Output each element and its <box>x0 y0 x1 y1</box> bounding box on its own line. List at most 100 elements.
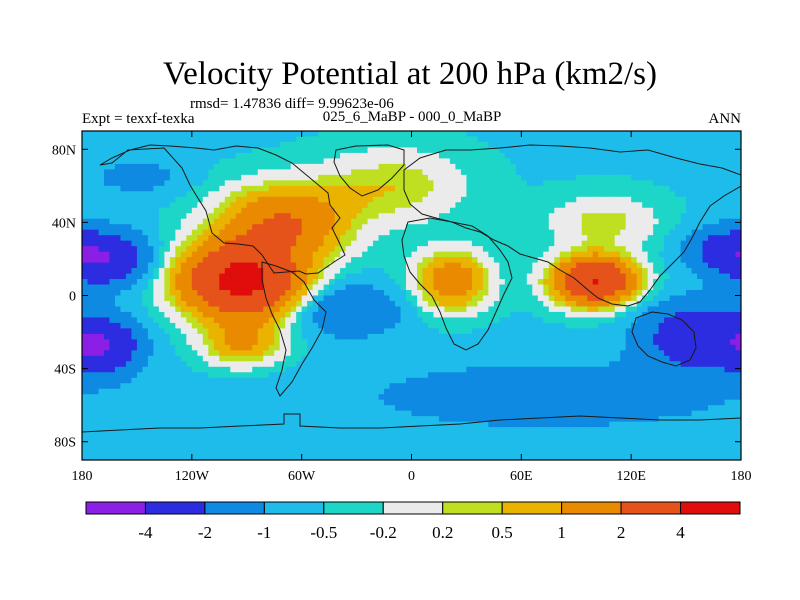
contour-cell <box>433 147 440 154</box>
contour-cell <box>455 196 462 203</box>
contour-cell <box>521 152 528 160</box>
contour-cell <box>554 240 561 247</box>
contour-cell <box>449 141 457 149</box>
contour-cell <box>285 317 292 324</box>
contour-cell <box>158 306 165 313</box>
contour-cell <box>92 185 100 192</box>
contour-cell <box>235 185 242 192</box>
contour-cell <box>587 163 594 170</box>
contour-cell <box>581 196 588 203</box>
contour-cell <box>460 202 468 209</box>
contour-cell <box>334 339 341 346</box>
contour-cell <box>384 169 391 176</box>
contour-cell <box>559 141 566 149</box>
contour-cell <box>103 235 111 242</box>
contour-cell <box>340 224 347 231</box>
contour-cell <box>92 339 100 346</box>
contour-cell <box>378 235 385 242</box>
contour-cell <box>389 218 396 225</box>
contour-cell <box>515 279 522 286</box>
contour-cell <box>180 344 187 351</box>
contour-cell <box>438 262 446 269</box>
contour-cell <box>537 300 544 308</box>
contour-cell <box>614 284 621 291</box>
contour-cell <box>147 350 154 357</box>
contour-cell <box>389 196 396 203</box>
contour-cell <box>274 350 281 357</box>
contour-cell <box>279 185 286 192</box>
contour-cell <box>169 300 176 308</box>
contour-cell <box>191 251 198 258</box>
contour-cell <box>285 339 292 346</box>
contour-cell <box>499 207 506 214</box>
contour-cell <box>400 339 407 346</box>
contour-cell <box>351 246 358 253</box>
contour-cell <box>504 147 511 154</box>
contour-cell <box>109 141 116 149</box>
contour-cell <box>147 152 154 160</box>
contour-cell <box>103 268 111 275</box>
contour-cell <box>241 240 248 247</box>
contour-cell <box>241 218 248 225</box>
contour-cell <box>559 235 566 242</box>
contour-cell <box>691 344 698 351</box>
contour-cell <box>554 158 561 165</box>
contour-cell <box>526 295 533 302</box>
contour-cell <box>257 147 264 154</box>
contour-cell <box>92 180 100 187</box>
contour-cell <box>499 328 506 335</box>
contour-cell <box>532 152 539 160</box>
contour-cell <box>82 350 89 357</box>
contour-cell <box>395 152 402 160</box>
contour-cell <box>142 300 149 308</box>
contour-cell <box>82 240 89 247</box>
contour-cell <box>515 295 522 302</box>
contour-cell <box>98 311 105 319</box>
contour-cell <box>493 191 500 198</box>
contour-cell <box>378 328 385 335</box>
contour-cell <box>208 180 215 187</box>
contour-cell <box>378 339 385 346</box>
contour-cell <box>356 295 363 302</box>
contour-cell <box>246 322 253 329</box>
contour-cell <box>708 300 715 308</box>
contour-cell <box>82 268 89 275</box>
contour-cell <box>219 246 226 253</box>
contour-cell <box>82 180 89 187</box>
contour-cell <box>312 191 319 198</box>
contour-cell <box>466 163 473 170</box>
contour-cell <box>576 344 583 351</box>
contour-cell <box>285 273 292 280</box>
contour-cell <box>422 202 429 209</box>
contour-cell <box>92 300 100 308</box>
contour-cell <box>351 224 358 231</box>
contour-cell <box>438 207 446 214</box>
contour-cell <box>186 147 193 154</box>
contour-cell <box>164 224 171 231</box>
contour-cell <box>241 328 248 335</box>
contour-cell <box>329 158 336 165</box>
contour-cell <box>296 131 303 138</box>
contour-cell <box>499 322 506 329</box>
contour-cell <box>460 207 468 214</box>
contour-cell <box>631 257 638 264</box>
contour-cell <box>466 295 473 302</box>
contour-cell <box>147 273 154 280</box>
contour-cell <box>323 169 330 176</box>
contour-cell <box>675 317 682 324</box>
contour-cell <box>702 295 709 302</box>
contour-cell <box>318 185 325 192</box>
contour-cell <box>576 284 583 291</box>
contour-cell <box>438 218 446 225</box>
contour-cell <box>175 136 182 143</box>
contour-cell <box>334 295 341 302</box>
contour-cell <box>345 355 352 362</box>
contour-cell <box>537 306 544 313</box>
contour-cell <box>631 344 638 351</box>
contour-cell <box>680 257 687 264</box>
contour-cell <box>257 229 264 236</box>
contour-cell <box>389 268 396 275</box>
contour-cell <box>164 207 171 214</box>
contour-cell <box>460 333 468 340</box>
contour-cell <box>323 131 330 138</box>
